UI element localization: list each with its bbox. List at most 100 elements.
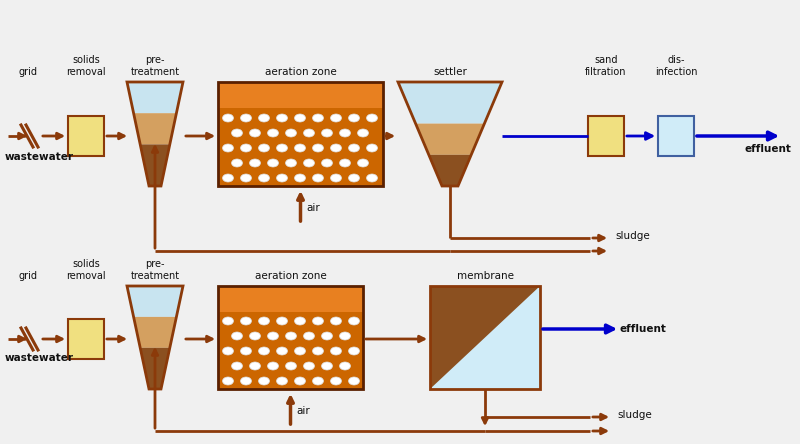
Ellipse shape — [277, 174, 287, 182]
Ellipse shape — [330, 174, 342, 182]
Ellipse shape — [250, 129, 261, 137]
Bar — [218, 82, 383, 186]
Bar — [218, 312, 363, 389]
Ellipse shape — [241, 174, 251, 182]
Text: air: air — [306, 203, 320, 213]
Ellipse shape — [313, 347, 323, 355]
Ellipse shape — [286, 159, 297, 167]
Ellipse shape — [222, 114, 234, 122]
Ellipse shape — [358, 159, 369, 167]
Ellipse shape — [286, 129, 297, 137]
Ellipse shape — [258, 377, 270, 385]
Text: pre-
treatment: pre- treatment — [130, 259, 179, 281]
Text: aeration zone: aeration zone — [265, 67, 336, 77]
Ellipse shape — [241, 317, 251, 325]
Ellipse shape — [294, 347, 306, 355]
Ellipse shape — [231, 129, 242, 137]
Ellipse shape — [267, 362, 278, 370]
Ellipse shape — [231, 362, 242, 370]
Ellipse shape — [294, 174, 306, 182]
Ellipse shape — [349, 174, 359, 182]
Polygon shape — [429, 155, 471, 186]
Text: pre-
treatment: pre- treatment — [130, 56, 179, 77]
Ellipse shape — [222, 174, 234, 182]
Ellipse shape — [258, 174, 270, 182]
Ellipse shape — [241, 377, 251, 385]
Text: wastewater: wastewater — [5, 353, 74, 363]
Ellipse shape — [349, 377, 359, 385]
Polygon shape — [127, 82, 183, 113]
Text: grid: grid — [18, 67, 38, 77]
Bar — [430, 286, 540, 389]
Ellipse shape — [277, 114, 287, 122]
Ellipse shape — [250, 362, 261, 370]
Ellipse shape — [277, 377, 287, 385]
Ellipse shape — [349, 114, 359, 122]
Ellipse shape — [231, 159, 242, 167]
Ellipse shape — [303, 332, 314, 340]
Ellipse shape — [330, 114, 342, 122]
Text: effluent: effluent — [745, 144, 791, 154]
Text: settler: settler — [433, 67, 467, 77]
Text: aeration zone: aeration zone — [254, 271, 326, 281]
Ellipse shape — [349, 347, 359, 355]
Ellipse shape — [294, 377, 306, 385]
Text: solids
removal: solids removal — [66, 56, 106, 77]
Text: grid: grid — [18, 271, 38, 281]
Ellipse shape — [339, 129, 350, 137]
Polygon shape — [398, 82, 502, 123]
Ellipse shape — [286, 362, 297, 370]
Ellipse shape — [313, 317, 323, 325]
Ellipse shape — [339, 159, 350, 167]
Ellipse shape — [313, 174, 323, 182]
Bar — [430, 286, 540, 389]
Ellipse shape — [303, 129, 314, 137]
Ellipse shape — [339, 362, 350, 370]
Polygon shape — [416, 123, 485, 155]
Ellipse shape — [241, 114, 251, 122]
Ellipse shape — [241, 347, 251, 355]
Ellipse shape — [303, 362, 314, 370]
Ellipse shape — [349, 317, 359, 325]
Bar — [218, 82, 383, 108]
Ellipse shape — [294, 114, 306, 122]
Ellipse shape — [250, 159, 261, 167]
Text: air: air — [297, 406, 310, 416]
Ellipse shape — [277, 144, 287, 152]
Ellipse shape — [250, 332, 261, 340]
Ellipse shape — [366, 114, 378, 122]
Ellipse shape — [258, 317, 270, 325]
Bar — [68, 116, 104, 156]
Ellipse shape — [267, 159, 278, 167]
Ellipse shape — [267, 129, 278, 137]
Ellipse shape — [231, 332, 242, 340]
Ellipse shape — [313, 114, 323, 122]
Ellipse shape — [294, 317, 306, 325]
Text: membrane: membrane — [457, 271, 514, 281]
Bar — [218, 286, 363, 389]
Text: sludge: sludge — [617, 410, 652, 420]
Ellipse shape — [222, 317, 234, 325]
Ellipse shape — [322, 129, 333, 137]
Polygon shape — [140, 348, 170, 389]
Ellipse shape — [277, 317, 287, 325]
Ellipse shape — [286, 332, 297, 340]
Ellipse shape — [258, 347, 270, 355]
Ellipse shape — [330, 317, 342, 325]
Text: dis-
infection: dis- infection — [654, 56, 698, 77]
Polygon shape — [127, 286, 183, 317]
Ellipse shape — [258, 114, 270, 122]
Ellipse shape — [267, 332, 278, 340]
Ellipse shape — [358, 129, 369, 137]
Ellipse shape — [330, 377, 342, 385]
Polygon shape — [140, 144, 170, 186]
Ellipse shape — [330, 347, 342, 355]
Ellipse shape — [322, 332, 333, 340]
Polygon shape — [134, 317, 176, 348]
Ellipse shape — [330, 144, 342, 152]
Text: effluent: effluent — [620, 324, 667, 334]
Ellipse shape — [222, 377, 234, 385]
Ellipse shape — [366, 174, 378, 182]
Text: sand
filtration: sand filtration — [586, 56, 626, 77]
Text: sludge: sludge — [615, 231, 650, 241]
